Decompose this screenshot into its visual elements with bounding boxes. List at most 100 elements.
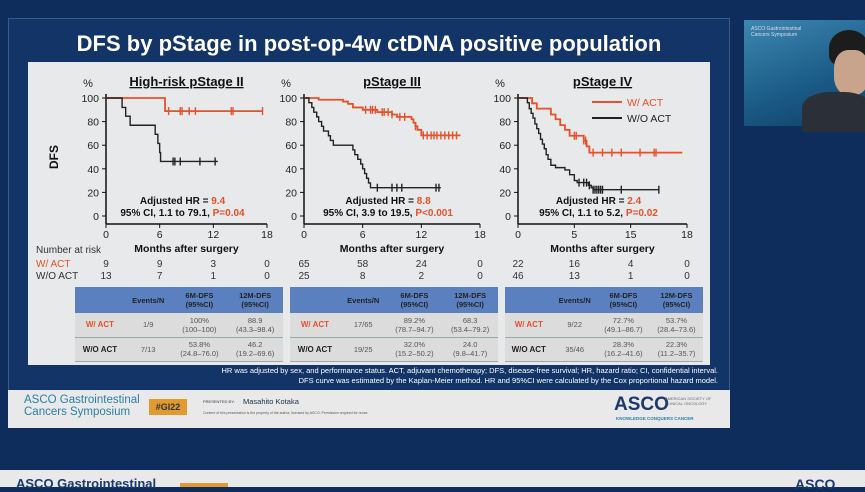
table-header: Events/N (552, 287, 597, 313)
x-tick-label: 0 (301, 229, 307, 241)
risk-count: 13 (568, 271, 580, 282)
hazard-ratio-text: Adjusted HR = 8.8 (345, 196, 431, 207)
legend-label: W/ ACT (627, 97, 664, 109)
speaker-face (834, 50, 865, 95)
table-row: W/O ACT 19/25 32.0% (15.2–50.2) 24.0 (9.8–41.… (290, 337, 498, 362)
risk-count: 13 (100, 271, 112, 282)
dfs-table: Events/N 6M-DFS (95%CI) 12M-DFS (95%CI) W/ AC… (290, 287, 498, 362)
x-axis-title: Months after surgery (340, 243, 445, 255)
x-tick-label: 18 (681, 229, 693, 241)
x-tick-label: 0 (515, 229, 521, 241)
table-cell: 28.3% (16.2–41.6) (596, 337, 650, 362)
x-axis-title: Months after surgery (550, 243, 655, 255)
table-cell: W/O ACT (75, 337, 125, 362)
bottom-bar: ASCO Gastrointestinal ASCO (0, 470, 865, 492)
y-tick-label: 100 (279, 93, 297, 105)
table-cell: 68.3 (53.4–79.2) (442, 313, 498, 338)
y-tick-label: 0 (93, 211, 99, 223)
table-cell: W/ ACT (505, 313, 553, 338)
p-value: P<0.001 (415, 208, 453, 219)
hazard-ratio-text: Adjusted HR = 9.4 (140, 196, 226, 207)
table-cell: 24.0 (9.8–41.7) (442, 337, 498, 362)
table-header: Events/N (339, 287, 387, 313)
risk-count: 0 (684, 271, 690, 282)
km-curve-w-act (304, 97, 461, 137)
table-cell: 32.0% (15.2–50.2) (386, 337, 443, 362)
y-unit-label: % (83, 78, 93, 90)
y-tick-label: 100 (81, 93, 99, 105)
asco-subtitle: AMERICAN SOCIETY OF CLINICAL ONCOLOGY (665, 396, 712, 406)
asco-logo: ASCO (614, 394, 669, 415)
chart-title: pStage III (363, 74, 421, 89)
hr-value: 2.4 (627, 196, 641, 207)
dfs-table: Events/N 6M-DFS (95%CI) 12M-DFS (95%CI) W/ AC… (75, 287, 283, 362)
risk-count: 46 (512, 271, 524, 282)
risk-count: 1 (627, 271, 634, 282)
table-cell: 35/46 (552, 337, 597, 362)
risk-count: 0 (477, 259, 483, 270)
table-header: 6M-DFS (95%CI) (171, 287, 228, 313)
x-axis-title: Months after surgery (134, 243, 239, 255)
table-cell: 22.3% (11.2–35.7) (649, 337, 703, 362)
risk-count: 9 (156, 259, 163, 270)
table-cell: 17/65 (339, 313, 387, 338)
risk-count: 0 (264, 271, 270, 282)
table-header: 12M-DFS (95%CI) (442, 287, 498, 313)
risk-count: 16 (568, 259, 580, 270)
table-row: W/O ACT 7/13 53.8% (24.8–76.0) 46.2 (19.2–69.… (75, 337, 283, 362)
hr-value: 8.8 (417, 196, 431, 207)
x-tick-label: 6 (360, 229, 366, 241)
risk-count: 65 (298, 259, 310, 270)
x-tick-label: 15 (625, 229, 637, 241)
table-cell: 7/13 (124, 337, 172, 362)
footnote: HR was adjusted by sex, and performance … (28, 366, 718, 386)
p-value: P=0.04 (213, 208, 245, 219)
y-tick-label: 20 (285, 187, 297, 199)
y-tick-label: 20 (87, 187, 99, 199)
y-tick-label: 80 (285, 117, 297, 129)
hashtag-badge: #GI22 (149, 399, 187, 415)
table-cell: W/O ACT (505, 337, 553, 362)
table-header (75, 287, 125, 313)
x-tick-label: 6 (157, 229, 163, 241)
risk-count: 3 (210, 259, 217, 270)
legend-label: W/O ACT (627, 113, 672, 125)
x-tick-label: 0 (103, 229, 109, 241)
table-cell: 89.2% (78.7–94.7) (386, 313, 443, 338)
km-curve-w-act (106, 97, 263, 112)
table-cell: 53.8% (24.8–76.0) (171, 337, 228, 362)
y-tick-label: 0 (505, 211, 511, 223)
risk-count: 24 (415, 259, 427, 270)
table-header: 12M-DFS (95%CI) (227, 287, 283, 313)
chart-title: pStage IV (573, 74, 633, 89)
risk-count: 1 (210, 271, 217, 282)
km-curve-wo-act (518, 97, 659, 191)
table-header (505, 287, 553, 313)
x-tick-label: 12 (207, 229, 219, 241)
bottom-hashtag-badge (180, 483, 228, 487)
y-tick-label: 40 (499, 164, 511, 176)
table-row: W/ ACT 9/22 72.7% (49.1–86.7) 53.7% (28.4–73.… (505, 313, 703, 338)
y-tick-label: 60 (499, 140, 511, 152)
table-cell: W/ ACT (75, 313, 125, 338)
slide-title: DFS by pStage in post-op-4w ctDNA positi… (76, 31, 662, 56)
hazard-ratio-text: Adjusted HR = 2.4 (556, 196, 642, 207)
y-tick-label: 60 (285, 140, 297, 152)
risk-count: 7 (156, 271, 163, 282)
copyright-notice: Content of this presentation is the prop… (203, 411, 369, 415)
y-tick-label: 40 (87, 164, 99, 176)
x-tick-label: 5 (571, 229, 577, 241)
km-curve-wo-act (106, 97, 218, 163)
speaker-jacket (802, 92, 865, 132)
x-tick-label: 18 (261, 229, 273, 241)
risk-count: 22 (512, 259, 524, 270)
risk-count: 0 (477, 271, 483, 282)
webcam-overlay-logo: ASCO Gastrointestinal Cancers Symposium (751, 26, 802, 38)
table-cell: 19/25 (339, 337, 387, 362)
y-tick-label: 60 (87, 140, 99, 152)
risk-row-label-w-act: W/ ACT (36, 259, 71, 270)
footnote-line-1: HR was adjusted by sex, and performance … (221, 366, 718, 375)
table-header: Events/N (124, 287, 172, 313)
risk-count: 25 (298, 271, 310, 282)
